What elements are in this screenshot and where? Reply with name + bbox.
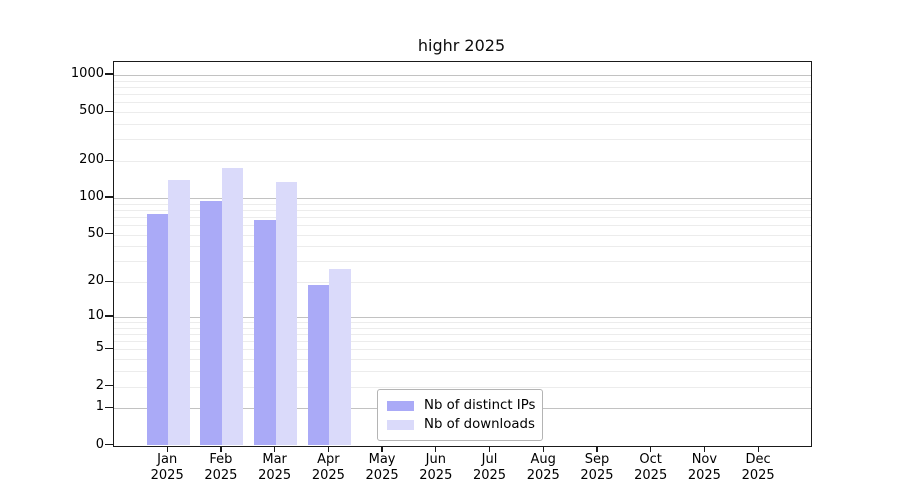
- gridline-minor-9: [114, 322, 811, 323]
- y-tick-label-10: 10: [87, 307, 104, 323]
- chart-title: highr 2025: [417, 36, 506, 55]
- y-tick-label-20: 20: [87, 273, 104, 289]
- gridline-minor-60: [114, 225, 811, 226]
- y-tick-label-2: 2: [95, 377, 104, 393]
- gridline-minor-300: [114, 139, 811, 141]
- x-tick-label-jul: Jul 2025: [472, 452, 507, 483]
- gridline-minor-30: [114, 261, 811, 263]
- gridline-minor-900: [114, 80, 811, 82]
- gridline-major-1000: [114, 74, 811, 76]
- x-tick-apr: [327, 446, 329, 452]
- gridline-major-100: [114, 197, 811, 199]
- gridline-minor-90: [114, 203, 811, 205]
- bar-distinct-ips-mar: [254, 219, 276, 446]
- x-tick-label-apr: Apr 2025: [311, 452, 345, 483]
- legend-row-downloads: Nb of downloads: [387, 415, 535, 434]
- y-tick-label-1: 1: [95, 399, 104, 415]
- x-tick-oct: [650, 446, 652, 452]
- y-tick-5: [105, 347, 113, 350]
- x-tick-aug: [542, 446, 544, 452]
- y-tick-label-500: 500: [79, 103, 104, 119]
- x-tick-sep: [596, 446, 598, 452]
- bar-downloads-mar: [275, 182, 298, 446]
- gridline-minor-400: [114, 124, 811, 125]
- bar-distinct-ips-apr: [307, 284, 330, 446]
- gridline-minor-600: [114, 102, 811, 104]
- gridline-minor-7: [114, 333, 811, 335]
- y-tick-0: [105, 444, 113, 446]
- bar-downloads-feb: [221, 167, 244, 446]
- legend-label-downloads: Nb of downloads: [424, 417, 535, 432]
- x-tick-jun: [435, 446, 437, 452]
- gridline-minor-80: [114, 209, 811, 211]
- gridline-minor-3: [114, 371, 811, 373]
- gridline-minor-500: [114, 112, 811, 114]
- x-tick-label-dec: Dec 2025: [741, 452, 775, 483]
- x-tick-label-jun: Jun 2025: [419, 452, 453, 483]
- y-tick-2: [105, 385, 113, 387]
- x-tick-label-mar: Mar 2025: [258, 452, 292, 483]
- y-tick-label-50: 50: [87, 225, 104, 241]
- bar-distinct-ips-jan: [146, 213, 169, 446]
- gridline-minor-4: [114, 359, 811, 361]
- y-tick-label-0: 0: [95, 436, 104, 452]
- x-tick-label-oct: Oct 2025: [634, 452, 668, 483]
- y-tick-200: [105, 159, 113, 161]
- gridline-minor-8: [114, 327, 811, 329]
- gridline-minor-800: [114, 86, 811, 88]
- gridline-minor-200: [114, 161, 811, 163]
- y-tick-1: [105, 406, 113, 408]
- gridline-minor-70: [114, 216, 811, 218]
- y-tick-10: [105, 315, 113, 317]
- x-tick-label-may: May 2025: [365, 452, 399, 483]
- gridline-minor-50: [114, 234, 811, 236]
- gridline-minor-5: [114, 349, 811, 351]
- legend: Nb of distinct IPs Nb of downloads: [377, 389, 543, 441]
- y-tick-100: [105, 196, 113, 198]
- gridline-minor-700: [114, 94, 811, 96]
- x-tick-mar: [274, 446, 276, 452]
- gridline-minor-6: [114, 341, 811, 343]
- x-tick-nov: [703, 446, 705, 452]
- x-tick-feb: [220, 446, 222, 452]
- y-tick-label-200: 200: [79, 152, 104, 168]
- y-tick-20: [105, 280, 113, 282]
- bar-downloads-jan: [168, 179, 190, 446]
- legend-label-distinct-ips: Nb of distinct IPs: [424, 398, 536, 413]
- y-tick-50: [105, 233, 113, 235]
- y-tick-label-100: 100: [79, 188, 104, 204]
- x-tick-dec: [757, 446, 759, 452]
- legend-row-distinct-ips: Nb of distinct IPs: [387, 396, 536, 415]
- y-tick-label-1000: 1000: [70, 65, 104, 81]
- y-tick-label-5: 5: [95, 340, 104, 356]
- bar-distinct-ips-feb: [200, 201, 222, 446]
- x-tick-label-nov: Nov 2025: [687, 452, 721, 483]
- gridline-minor-2: [114, 386, 811, 388]
- legend-swatch-downloads: [387, 419, 414, 430]
- x-tick-jan: [166, 446, 168, 452]
- bar-downloads-apr: [329, 268, 351, 446]
- x-tick-may: [381, 446, 383, 452]
- x-tick-label-jan: Jan 2025: [150, 452, 184, 483]
- legend-swatch-distinct-ips: [387, 400, 414, 411]
- y-tick-500: [105, 110, 113, 112]
- y-tick-1000: [105, 73, 113, 75]
- gridline-minor-40: [114, 246, 811, 248]
- x-tick-label-feb: Feb 2025: [204, 452, 238, 483]
- x-tick-jul: [488, 446, 491, 452]
- gridline-minor-20: [114, 282, 811, 284]
- x-tick-label-sep: Sep 2025: [580, 452, 614, 483]
- gridline-major-10: [114, 316, 811, 318]
- x-tick-label-aug: Aug 2025: [526, 452, 560, 483]
